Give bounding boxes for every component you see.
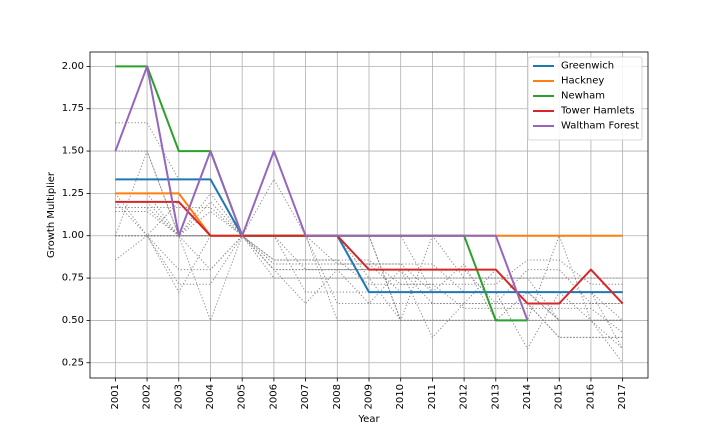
x-tick-label: 2002	[142, 384, 153, 409]
x-tick-label: 2008	[332, 384, 343, 409]
legend: Greenwich Hackney Newham Tower Hamlets Walth…	[527, 56, 643, 141]
background-series-line	[115, 207, 623, 322]
y-tick-label: 0.50	[62, 315, 84, 326]
x-tick-label: 2004	[205, 384, 216, 409]
x-tick-label: 2015	[554, 384, 565, 409]
y-tick-label: 0.25	[62, 357, 84, 368]
x-tick-label: 2013	[490, 384, 501, 409]
x-tick-label: 2005	[237, 384, 248, 409]
x-axis-ticks: 2001 2002 2003 2004 2005 2006 2007 2008 2009 2010…	[110, 378, 628, 409]
x-tick-label: 2017	[617, 384, 628, 409]
legend-label: Waltham Forest	[561, 121, 639, 132]
background-series-line	[115, 234, 623, 333]
y-tick-label: 1.50	[62, 146, 84, 157]
x-tick-label: 2003	[173, 384, 184, 409]
x-tick-label: 2001	[110, 384, 121, 409]
x-tick-label: 2012	[459, 384, 470, 409]
legend-box	[527, 56, 643, 141]
x-axis-label: Year	[357, 414, 380, 425]
y-axis-label: Growth Multiplier	[46, 171, 57, 258]
y-tick-label: 1.75	[62, 103, 84, 114]
legend-label: Hackney	[561, 76, 604, 87]
series-lines	[114, 65, 624, 322]
background-series-line	[115, 234, 623, 338]
x-tick-label: 2009	[364, 384, 375, 409]
legend-label: Tower Hamlets	[560, 106, 635, 117]
x-tick-label: 2014	[522, 384, 533, 409]
x-tick-label: 2016	[585, 384, 596, 409]
series-line-tower-hamlets	[115, 200, 624, 305]
x-tick-label: 2011	[427, 384, 438, 409]
y-tick-label: 1.25	[62, 188, 84, 199]
legend-label: Newham	[561, 91, 605, 102]
series-line-waltham-forest	[114, 65, 529, 321]
x-tick-label: 2006	[268, 384, 279, 409]
y-tick-label: 2.00	[62, 61, 84, 72]
y-axis-ticks: 0.25 0.50 0.75 1.00 1.25 1.50 1.75 2.00	[62, 61, 90, 368]
background-series-line	[115, 192, 624, 364]
x-tick-label: 2007	[300, 384, 311, 409]
y-tick-label: 1.00	[62, 230, 84, 241]
x-tick-label: 2010	[395, 384, 406, 409]
y-tick-label: 0.75	[62, 273, 84, 284]
legend-label: Greenwich	[561, 61, 614, 72]
background-series-line	[114, 149, 623, 322]
